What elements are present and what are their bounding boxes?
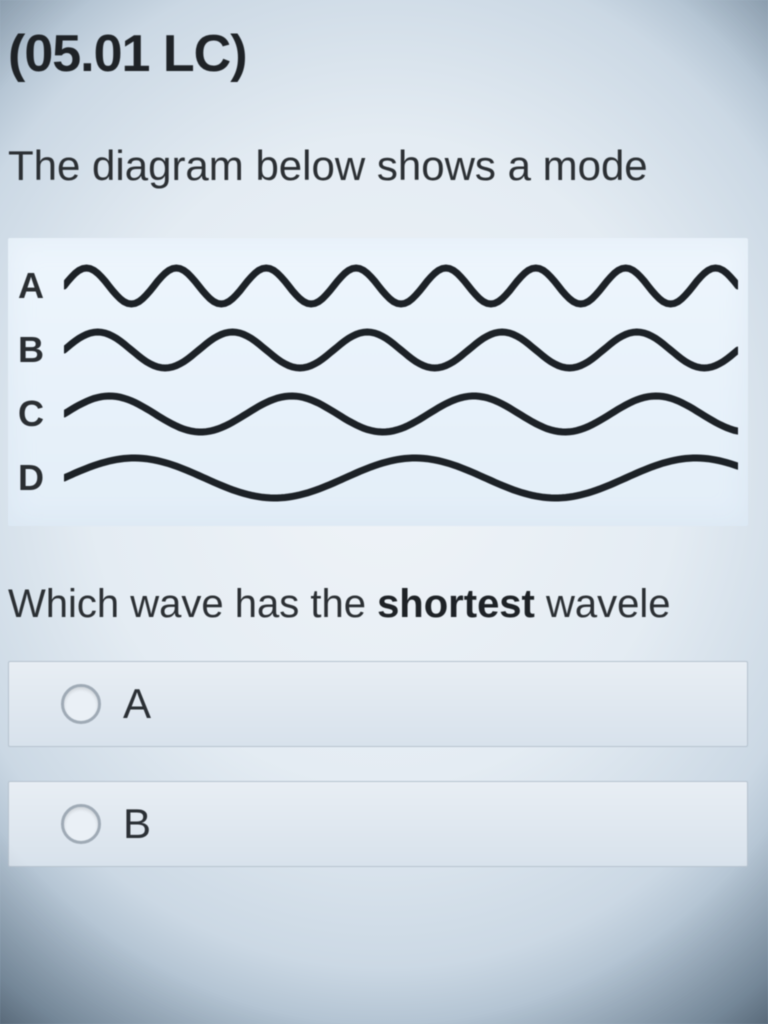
wave-c: [64, 384, 738, 444]
radio-icon[interactable]: [61, 804, 101, 844]
question-code: (05.01 LC): [8, 24, 768, 84]
wave-a: [64, 256, 738, 316]
wave-row-d: D: [12, 448, 738, 508]
wave-d: [64, 448, 738, 508]
wave-label-a: A: [12, 265, 64, 307]
answer-list: A B: [8, 661, 748, 867]
answer-label-a: A: [123, 680, 151, 728]
answer-label-b: B: [123, 800, 151, 848]
wave-row-b: B: [12, 320, 738, 380]
question-text: Which wave has the shortest wavele: [8, 582, 768, 627]
wave-row-a: A: [12, 256, 738, 316]
question-bold: shortest: [377, 582, 535, 626]
question-intro: The diagram below shows a mode: [8, 142, 768, 190]
wave-label-d: D: [12, 457, 64, 499]
answer-option-a[interactable]: A: [8, 661, 748, 747]
wave-b: [64, 320, 738, 380]
question-prefix: Which wave has the: [8, 582, 377, 626]
wave-label-c: C: [12, 393, 64, 435]
radio-icon[interactable]: [61, 684, 101, 724]
answer-option-b[interactable]: B: [8, 781, 748, 867]
wave-row-c: C: [12, 384, 738, 444]
wave-diagram: A B C D: [8, 238, 748, 526]
question-suffix: wavele: [535, 582, 671, 626]
wave-label-b: B: [12, 329, 64, 371]
